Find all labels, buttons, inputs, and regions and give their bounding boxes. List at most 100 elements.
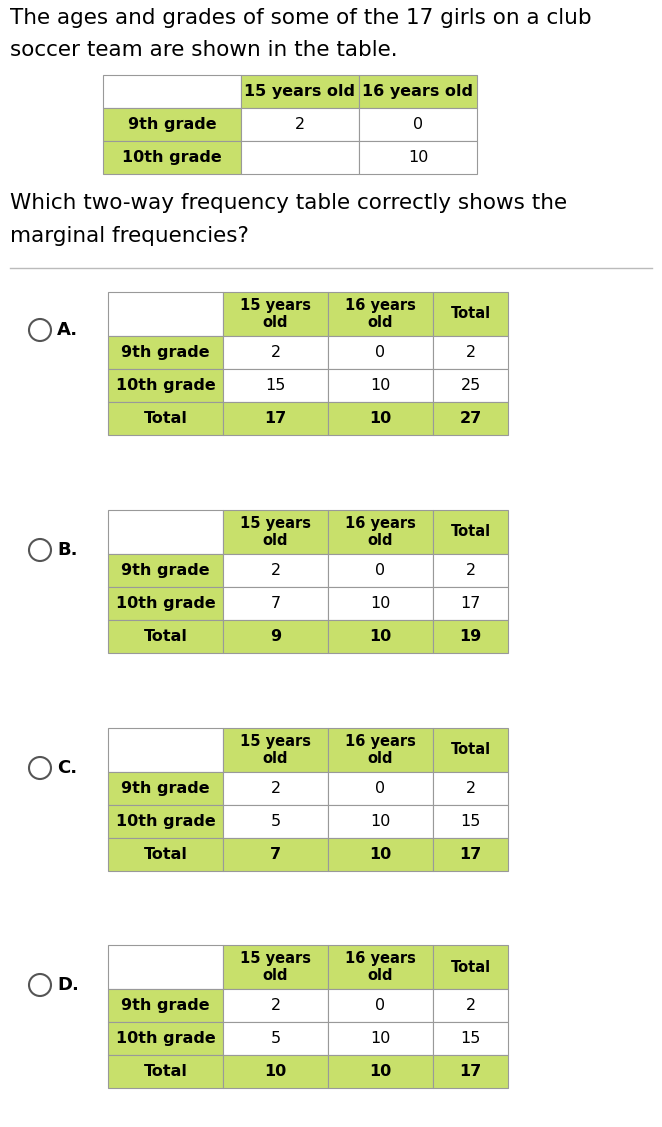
Text: 2: 2: [271, 781, 281, 796]
Text: The ages and grades of some of the 17 girls on a club: The ages and grades of some of the 17 gi…: [10, 8, 592, 28]
Text: 0: 0: [375, 781, 385, 796]
Bar: [223, 772, 328, 805]
Bar: [433, 946, 508, 990]
Bar: [223, 369, 328, 402]
Bar: [223, 946, 328, 990]
Text: Total: Total: [450, 959, 491, 975]
Bar: [108, 946, 223, 990]
Bar: [328, 1022, 433, 1055]
Text: 10: 10: [370, 378, 391, 393]
Bar: [433, 772, 508, 805]
Bar: [433, 587, 508, 620]
Text: 16 years old: 16 years old: [363, 85, 473, 99]
Text: 17: 17: [459, 1064, 482, 1079]
Text: 10: 10: [369, 411, 392, 426]
Bar: [108, 1055, 223, 1088]
Bar: [241, 76, 359, 108]
Text: 19: 19: [459, 629, 482, 644]
Bar: [223, 838, 328, 871]
Text: 2: 2: [295, 117, 305, 132]
Text: 10: 10: [369, 1064, 392, 1079]
Bar: [433, 402, 508, 435]
Bar: [328, 620, 433, 653]
Bar: [328, 805, 433, 838]
Text: 10: 10: [370, 596, 391, 611]
Bar: [328, 946, 433, 990]
Text: 2: 2: [465, 999, 475, 1013]
Text: D.: D.: [57, 976, 79, 994]
Text: 2: 2: [465, 781, 475, 796]
Text: 17: 17: [264, 411, 287, 426]
Bar: [359, 76, 477, 108]
Bar: [108, 728, 223, 772]
Bar: [433, 838, 508, 871]
Bar: [108, 292, 223, 336]
Bar: [433, 1055, 508, 1088]
Text: 15 years old: 15 years old: [244, 85, 355, 99]
Text: 16 years
old: 16 years old: [345, 734, 416, 766]
Bar: [103, 141, 241, 174]
Bar: [108, 336, 223, 369]
Text: A.: A.: [57, 321, 78, 339]
Text: 16 years
old: 16 years old: [345, 516, 416, 548]
Text: 10th grade: 10th grade: [116, 596, 215, 611]
Bar: [328, 1055, 433, 1088]
Text: Total: Total: [144, 848, 187, 862]
Bar: [433, 1022, 508, 1055]
Bar: [433, 805, 508, 838]
Text: 10th grade: 10th grade: [116, 378, 215, 393]
Bar: [433, 620, 508, 653]
Text: 17: 17: [460, 596, 481, 611]
Text: 25: 25: [460, 378, 481, 393]
Text: 7: 7: [271, 596, 281, 611]
Text: marginal frequencies?: marginal frequencies?: [10, 227, 249, 246]
Bar: [223, 1055, 328, 1088]
Bar: [328, 838, 433, 871]
Text: 15: 15: [460, 1031, 481, 1046]
Bar: [223, 805, 328, 838]
Bar: [108, 838, 223, 871]
Bar: [359, 108, 477, 141]
Bar: [328, 402, 433, 435]
Text: Total: Total: [450, 743, 491, 757]
Text: 10: 10: [264, 1064, 287, 1079]
Text: 9th grade: 9th grade: [121, 999, 210, 1013]
Bar: [223, 511, 328, 554]
Text: 5: 5: [271, 814, 281, 829]
Text: 16 years
old: 16 years old: [345, 298, 416, 330]
Text: 0: 0: [413, 117, 423, 132]
Bar: [328, 772, 433, 805]
Text: 2: 2: [465, 345, 475, 360]
Bar: [433, 369, 508, 402]
Text: 9th grade: 9th grade: [121, 345, 210, 360]
Bar: [328, 369, 433, 402]
Bar: [108, 1022, 223, 1055]
Bar: [328, 728, 433, 772]
Text: 15: 15: [460, 814, 481, 829]
Bar: [223, 990, 328, 1022]
Bar: [223, 728, 328, 772]
Bar: [433, 990, 508, 1022]
Text: 9: 9: [270, 629, 281, 644]
Bar: [103, 108, 241, 141]
Bar: [108, 805, 223, 838]
Text: 0: 0: [375, 999, 385, 1013]
Bar: [223, 336, 328, 369]
Text: C.: C.: [57, 758, 77, 777]
Bar: [328, 990, 433, 1022]
Bar: [108, 990, 223, 1022]
Bar: [108, 772, 223, 805]
Bar: [359, 141, 477, 174]
Text: 9th grade: 9th grade: [128, 117, 216, 132]
Bar: [241, 108, 359, 141]
Text: 5: 5: [271, 1031, 281, 1046]
Text: 0: 0: [375, 345, 385, 360]
Bar: [108, 402, 223, 435]
Bar: [328, 587, 433, 620]
Bar: [103, 76, 241, 108]
Text: 10: 10: [370, 1031, 391, 1046]
Bar: [433, 511, 508, 554]
Bar: [433, 554, 508, 587]
Text: 15 years
old: 15 years old: [240, 516, 311, 548]
Bar: [223, 1022, 328, 1055]
